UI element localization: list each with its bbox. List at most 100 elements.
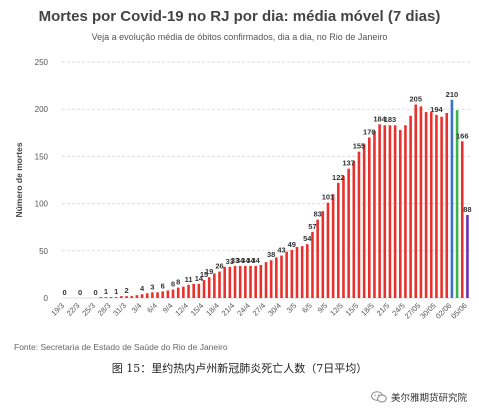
x-tick-label: 12/4: [173, 301, 190, 318]
data-label: 170: [363, 128, 376, 137]
bar: [414, 104, 418, 298]
x-tick-label: 27/05: [403, 301, 423, 321]
x-tick-label: 9/5: [316, 301, 330, 315]
x-tick-label: 02/06: [434, 301, 454, 321]
y-axis-title: Número de mortes: [14, 142, 24, 217]
bar: [176, 287, 180, 298]
data-label: 83: [313, 210, 321, 219]
bar: [151, 292, 154, 298]
bar: [130, 296, 134, 298]
bar: [264, 262, 268, 298]
data-label: 1: [104, 287, 108, 296]
data-label: 33: [231, 256, 239, 265]
bar: [435, 114, 438, 298]
bar: [104, 297, 108, 298]
bar: [202, 280, 206, 298]
data-label: 0: [78, 288, 82, 297]
bar: [424, 112, 428, 298]
bar: [140, 294, 144, 298]
x-tick-label: 05/06: [449, 301, 469, 321]
x-tick-label: 15/4: [189, 301, 206, 318]
x-tick-label: 3/4: [130, 301, 144, 315]
data-label: 6: [171, 280, 175, 289]
bar: [455, 110, 459, 298]
bar: [393, 125, 397, 298]
data-label: 34: [241, 256, 250, 265]
bar: [187, 284, 190, 298]
data-label: 205: [410, 94, 423, 103]
bar: [228, 266, 232, 298]
bar: [192, 283, 195, 298]
bar: [166, 290, 170, 298]
bar: [171, 289, 175, 298]
y-tick-label: 200: [35, 105, 49, 114]
x-tick-label: 18/4: [204, 301, 221, 318]
bar: [285, 251, 288, 298]
x-tick-label: 15/5: [344, 301, 361, 318]
x-tick-label: 30/4: [266, 301, 283, 318]
bar: [326, 202, 330, 298]
bar: [373, 130, 376, 298]
bar: [213, 273, 216, 298]
data-label: 210: [446, 90, 459, 99]
data-label: 33: [226, 257, 234, 266]
source-note: Fonte: Secretaria de Estado de Saúde do …: [14, 342, 228, 352]
chart-subtitle: Veja a evolução média de óbitos confirma…: [91, 32, 388, 42]
bar: [99, 297, 103, 298]
data-label: 1: [114, 287, 118, 296]
data-label: 166: [456, 131, 469, 140]
data-label: 57: [308, 222, 316, 231]
x-tick-label: 22/3: [65, 301, 82, 318]
bar: [352, 161, 356, 298]
x-tick-label: 12/5: [328, 301, 345, 318]
data-label: 194: [430, 105, 443, 114]
bar: [311, 231, 314, 298]
x-tick-label: 25/3: [80, 301, 97, 318]
bar: [429, 112, 433, 298]
bar: [368, 137, 371, 298]
data-label: 183: [384, 115, 397, 124]
data-label: 49: [288, 240, 296, 249]
data-label: 19: [205, 267, 213, 276]
bar: [398, 129, 402, 298]
bar: [404, 125, 407, 298]
bar: [269, 260, 273, 298]
bar: [249, 265, 252, 298]
bar: [156, 292, 159, 298]
bar: [290, 249, 294, 298]
x-tick-label: 19/3: [49, 301, 66, 318]
bar: [109, 297, 113, 298]
bar: [135, 295, 139, 298]
x-tick-label: 31/3: [111, 301, 128, 318]
bar: [450, 99, 454, 298]
bar: [254, 265, 257, 298]
bar: [445, 112, 449, 298]
chart-title: Mortes por Covid-19 no RJ por dia: média…: [38, 8, 441, 25]
wechat-icon: [370, 391, 387, 403]
bar: [295, 247, 299, 298]
bar: [321, 211, 325, 298]
bar: [316, 219, 319, 298]
bar: [306, 244, 309, 298]
bar: [342, 176, 345, 298]
data-label: 54: [303, 234, 312, 243]
data-label: 34: [251, 256, 260, 265]
bar: [223, 266, 226, 298]
x-tick-label: 24/4: [235, 301, 252, 318]
bar: [409, 115, 412, 298]
bar: [460, 141, 464, 298]
bar: [125, 296, 128, 298]
x-tick-label: 9/4: [161, 301, 175, 315]
y-tick-label: 0: [44, 294, 49, 303]
data-label: 34: [236, 256, 245, 265]
bar: [120, 296, 123, 298]
data-label: 0: [93, 288, 97, 297]
bar: [114, 297, 118, 298]
data-label: 8: [176, 278, 180, 287]
x-tick-label: 21/5: [375, 301, 392, 318]
data-label: 155: [353, 142, 366, 151]
data-label: 137: [342, 159, 355, 168]
data-label: 88: [463, 205, 471, 214]
bar: [466, 214, 469, 298]
